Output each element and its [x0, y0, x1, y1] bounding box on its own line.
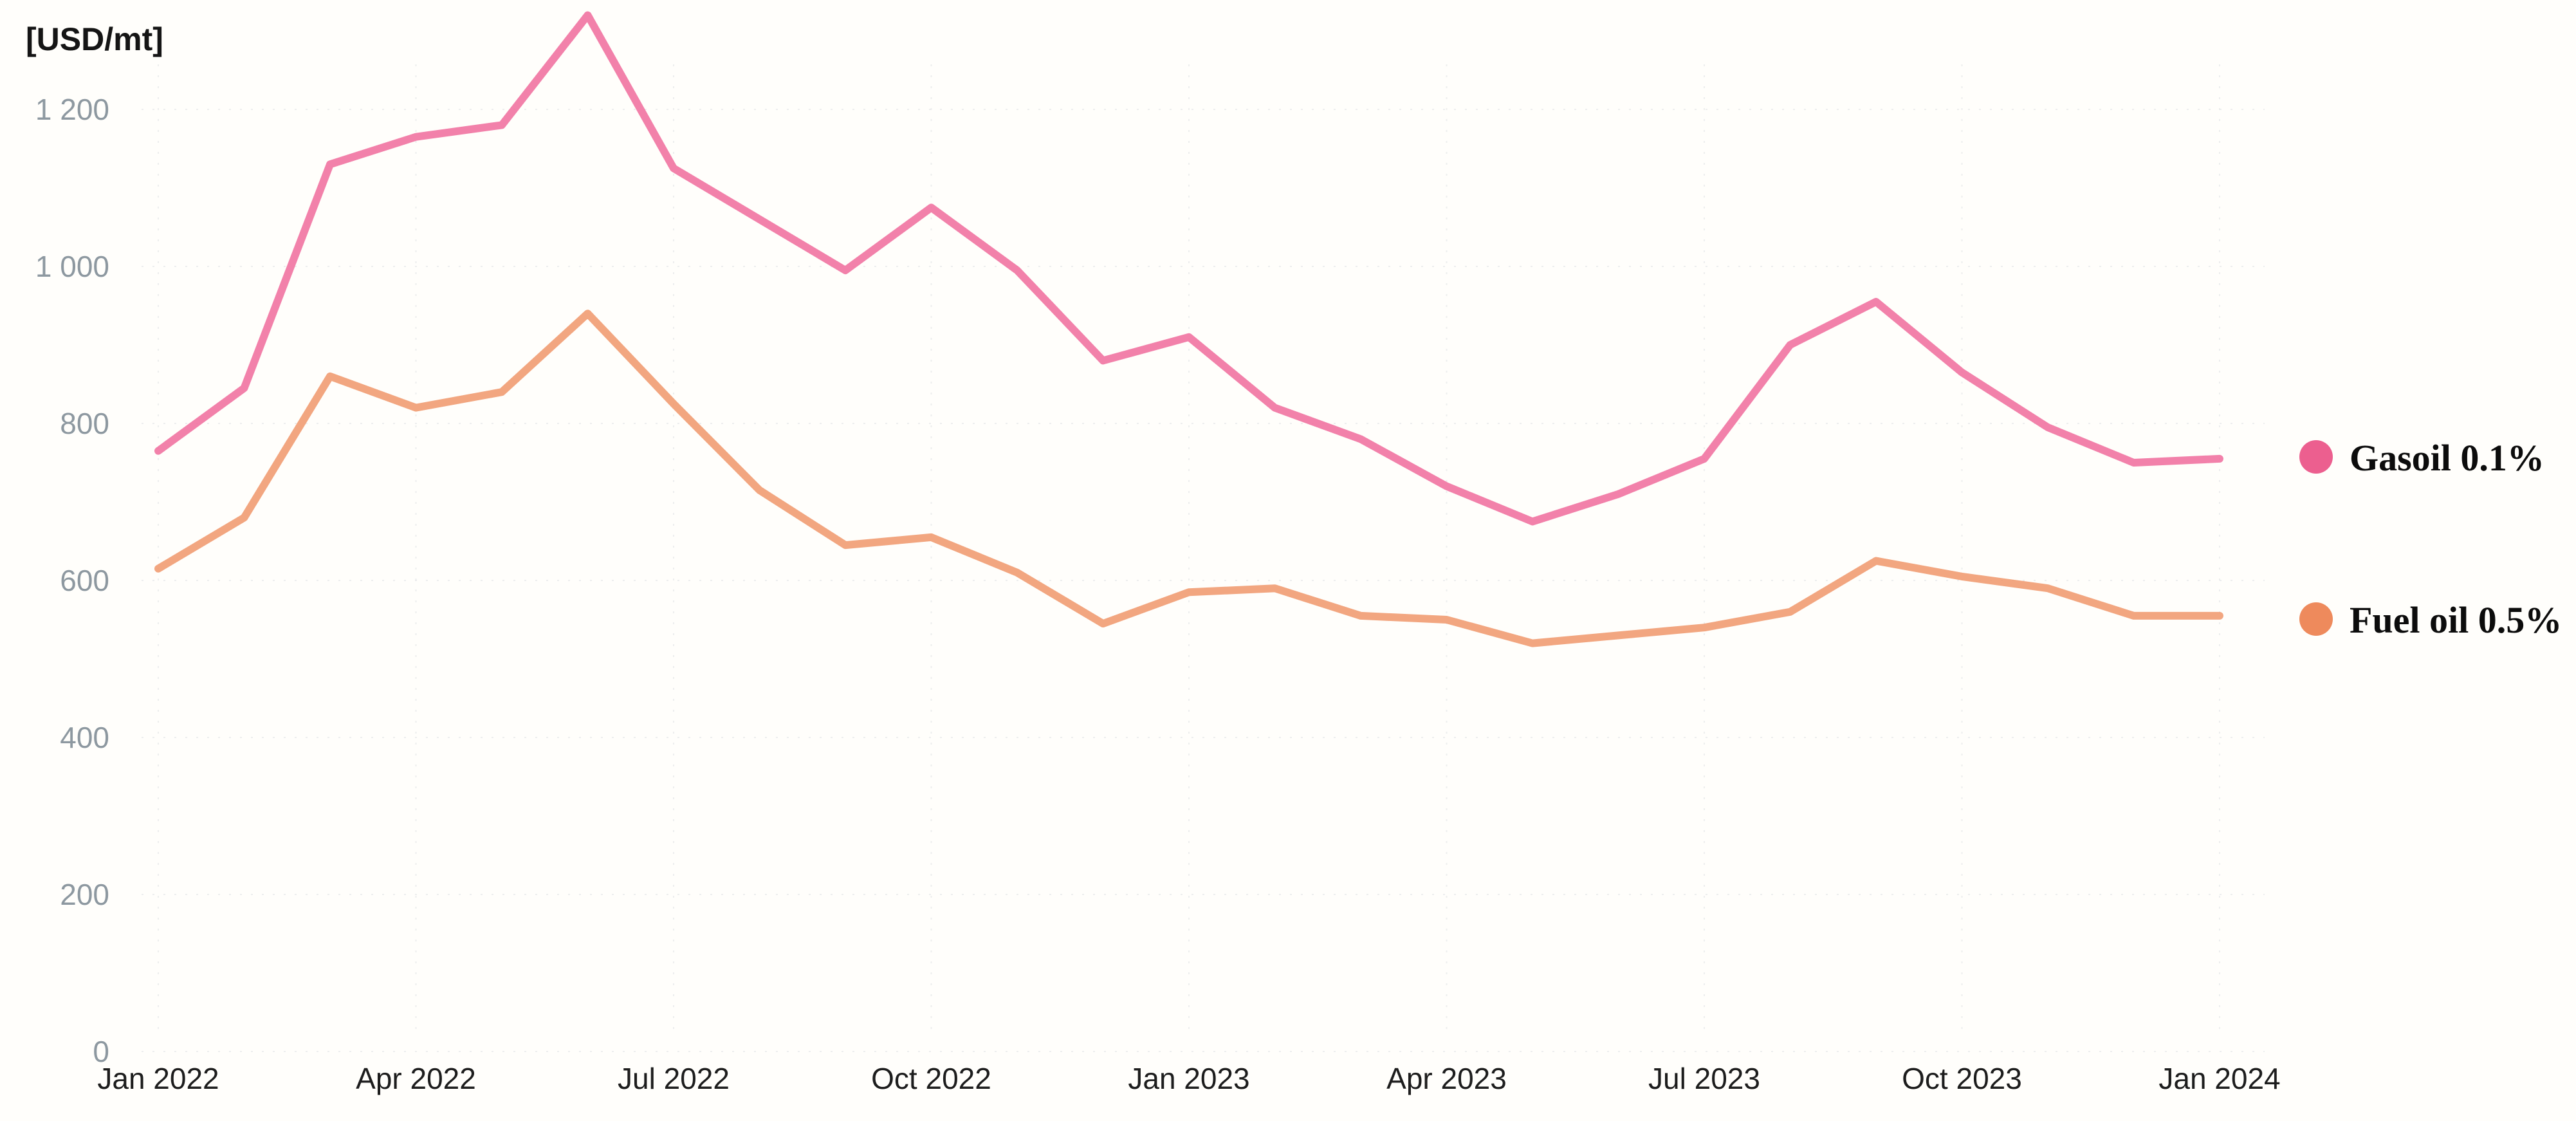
x-tick-label: Apr 2022 [356, 1062, 476, 1095]
x-tick-label: Jul 2022 [618, 1062, 730, 1095]
x-tick-label: Apr 2023 [1386, 1062, 1507, 1095]
x-tick-label: Oct 2023 [1902, 1062, 2022, 1095]
y-tick-label: 400 [60, 721, 109, 754]
vertical-gridlines [158, 64, 2220, 1030]
y-axis-tick-labels: 0 200 400 600 800 1 000 1 200 [35, 93, 109, 1068]
y-tick-label: 600 [60, 564, 109, 597]
x-tick-label: Jan 2022 [97, 1062, 219, 1095]
y-axis-unit-label: [USD/mt] [26, 21, 163, 57]
y-tick-label: 200 [60, 878, 109, 911]
series-gasoil-line [154, 11, 2223, 526]
x-tick-label: Jul 2023 [1648, 1062, 1760, 1095]
y-tick-label: 0 [93, 1035, 109, 1068]
x-tick-label: Jan 2024 [2158, 1062, 2280, 1095]
y-tick-label: 800 [60, 407, 109, 440]
legend: Gasoil 0.1% Fuel oil 0.5% [2299, 437, 2562, 641]
x-tick-label: Oct 2022 [871, 1062, 991, 1095]
horizontal-gridlines [142, 109, 2265, 1052]
y-tick-label: 1 000 [35, 250, 109, 283]
series-fueloil-line [154, 310, 2223, 647]
y-tick-label: 1 200 [35, 93, 109, 126]
legend-fueloil-dot [2299, 602, 2333, 636]
legend-fueloil-label: Fuel oil 0.5% [2350, 599, 2562, 641]
legend-gasoil-label: Gasoil 0.1% [2350, 437, 2544, 479]
x-tick-label: Jan 2023 [1128, 1062, 1249, 1095]
x-axis-tick-labels: Jan 2022 Apr 2022 Jul 2022 Oct 2022 Jan 2023… [97, 1062, 2280, 1095]
legend-gasoil-dot [2299, 440, 2333, 474]
